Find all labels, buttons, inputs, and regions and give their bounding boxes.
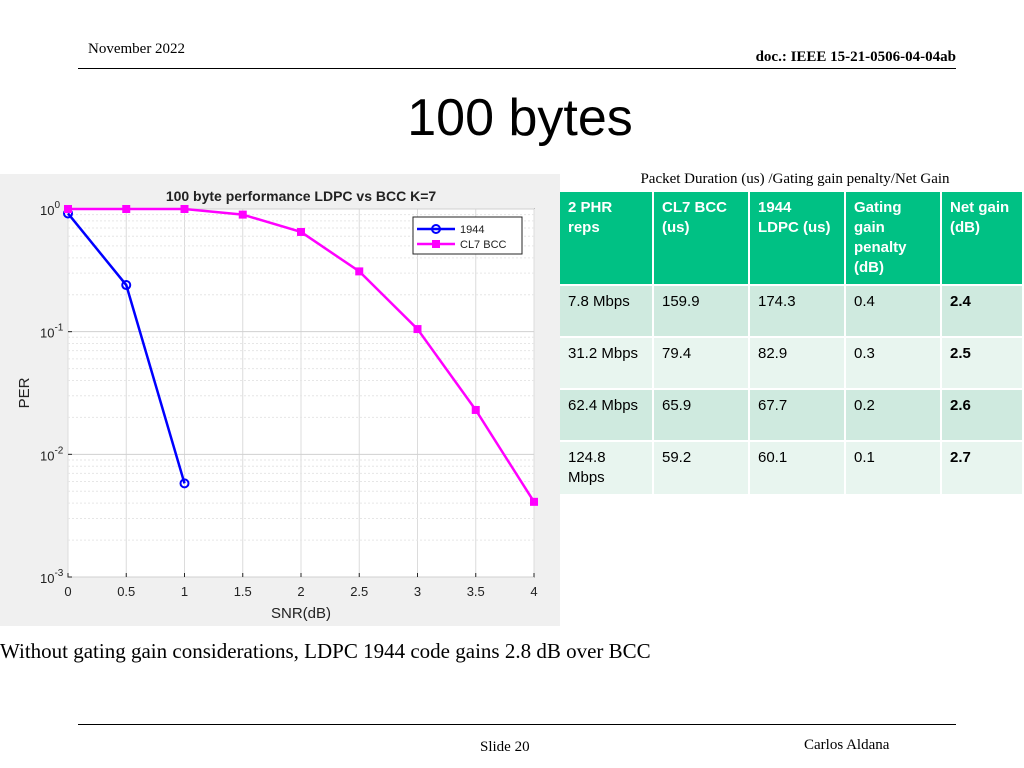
data-point-cl7-bcc xyxy=(64,205,72,213)
x-tick-label: 1 xyxy=(181,584,188,599)
table-cell: 59.2 xyxy=(653,441,750,496)
header-doc-id: doc.: IEEE 15-21-0506-04-04ab xyxy=(755,49,956,65)
table-row: 7.8 Mbps 159.9 174.3 0.4 2.4 xyxy=(560,285,1024,338)
header-cell-net-gain: Net gain (dB) xyxy=(941,192,1024,286)
legend-label-1944: 1944 xyxy=(460,224,484,236)
table-cell-net-gain: 2.4 xyxy=(941,285,1024,338)
slide-number: Slide 20 xyxy=(480,739,530,755)
footer-author: Carlos Aldana xyxy=(804,737,890,753)
x-tick-label: 2 xyxy=(297,584,304,599)
table-cell: 60.1 xyxy=(749,441,846,496)
data-point-1944 xyxy=(179,478,190,489)
legend-label-cl7-bcc: CL7 BCC xyxy=(460,239,507,251)
header-date: November 2022 xyxy=(88,41,186,57)
data-point-cl7-bcc xyxy=(413,325,422,334)
series-layer xyxy=(63,205,538,506)
table-cell: 79.4 xyxy=(653,337,750,390)
data-point-cl7-bcc xyxy=(238,210,247,219)
header-cell-cl7-bcc: CL7 BCC (us) xyxy=(653,192,750,286)
table-cell: 174.3 xyxy=(749,285,846,338)
footnote: Without gating gain considerations, LDPC… xyxy=(0,639,651,663)
table-cell: 62.4 Mbps xyxy=(560,389,654,442)
tick-layer: 0 0.5 1 1.5 2 2.5 3 3.5 4 100 10-1 10-2 10-3 xyxy=(40,200,538,599)
x-tick-label: 0 xyxy=(64,584,71,599)
legend-box xyxy=(412,216,523,255)
slide-title: 100 bytes xyxy=(407,89,633,147)
header-cell-phr-reps: 2 PHR reps xyxy=(560,192,654,286)
data-point-cl7-bcc xyxy=(297,227,305,236)
table-cell: 7.8 Mbps xyxy=(560,285,654,338)
performance-table: 2 PHR reps CL7 BCC (us) 1944 LDPC (us) G… xyxy=(560,192,1024,496)
chart-title: 100 byte performance LDPC vs BCC K=7 xyxy=(166,188,437,204)
data-point-cl7-bcc xyxy=(355,267,364,276)
footer-rule xyxy=(78,724,956,725)
y-tick-label: 10-3 xyxy=(40,568,64,586)
table-cell: 159.9 xyxy=(653,285,750,338)
table-cell: 31.2 Mbps xyxy=(560,337,654,390)
table-cell: 82.9 xyxy=(749,337,846,390)
legend-marker-cl7-bcc xyxy=(432,240,440,248)
data-point-cl7-bcc xyxy=(530,497,538,506)
table-header-row: 2 PHR reps CL7 BCC (us) 1944 LDPC (us) G… xyxy=(560,192,1024,286)
table-cell: 0.1 xyxy=(845,441,942,496)
table-row: 31.2 Mbps 79.4 82.9 0.3 2.5 xyxy=(560,337,1024,390)
table-cell-net-gain: 2.7 xyxy=(941,441,1024,496)
series-line-1944 xyxy=(67,212,186,484)
per-chart: 0 0.5 1 1.5 2 2.5 3 3.5 4 100 10-1 10-2 10-3 100 byt… xyxy=(0,174,560,626)
table-caption: Packet Duration (us) /Gating gain penalt… xyxy=(640,171,950,187)
table-cell: 0.4 xyxy=(845,285,942,338)
table-cell: 0.3 xyxy=(845,337,942,390)
table-cell: 0.2 xyxy=(845,389,942,442)
y-tick-label: 10-2 xyxy=(40,445,64,463)
header-cell-gating-penalty: Gating gain penalty (dB) xyxy=(845,192,942,286)
x-tick-label: 0.5 xyxy=(117,584,135,599)
y-tick-label: 10-1 xyxy=(40,323,64,341)
x-tick-label: 3 xyxy=(414,584,421,599)
y-axis-label: PER xyxy=(16,377,33,408)
header-cell-1944-ldpc: 1944 LDPC (us) xyxy=(749,192,846,286)
table-cell-net-gain: 2.5 xyxy=(941,337,1024,390)
legend-marker-1944 xyxy=(431,224,441,234)
data-point-cl7-bcc xyxy=(471,405,480,414)
y-tick-label: 100 xyxy=(40,200,60,218)
table-cell: 124.8 Mbps xyxy=(560,441,654,496)
data-point-1944 xyxy=(121,280,132,291)
x-tick-label: 4 xyxy=(530,584,537,599)
table-cell-net-gain: 2.6 xyxy=(941,389,1024,442)
x-tick-label: 2.5 xyxy=(350,584,368,599)
data-point-cl7-bcc xyxy=(180,205,189,213)
table-row: 124.8 Mbps 59.2 60.1 0.1 2.7 xyxy=(560,441,1024,496)
chart-svg: 0 0.5 1 1.5 2 2.5 3 3.5 4 100 10-1 10-2 10-3 100 byt… xyxy=(0,174,560,626)
table-row: 62.4 Mbps 65.9 67.7 0.2 2.6 xyxy=(560,389,1024,442)
table-cell: 65.9 xyxy=(653,389,750,442)
chart-legend: 1944 CL7 BCC xyxy=(412,216,523,255)
x-tick-label: 1.5 xyxy=(234,584,252,599)
header-rule xyxy=(78,68,956,69)
table-cell: 67.7 xyxy=(749,389,846,442)
x-axis-label: SNR(dB) xyxy=(271,605,331,622)
x-tick-label: 3.5 xyxy=(467,584,485,599)
data-point-cl7-bcc xyxy=(122,205,131,213)
